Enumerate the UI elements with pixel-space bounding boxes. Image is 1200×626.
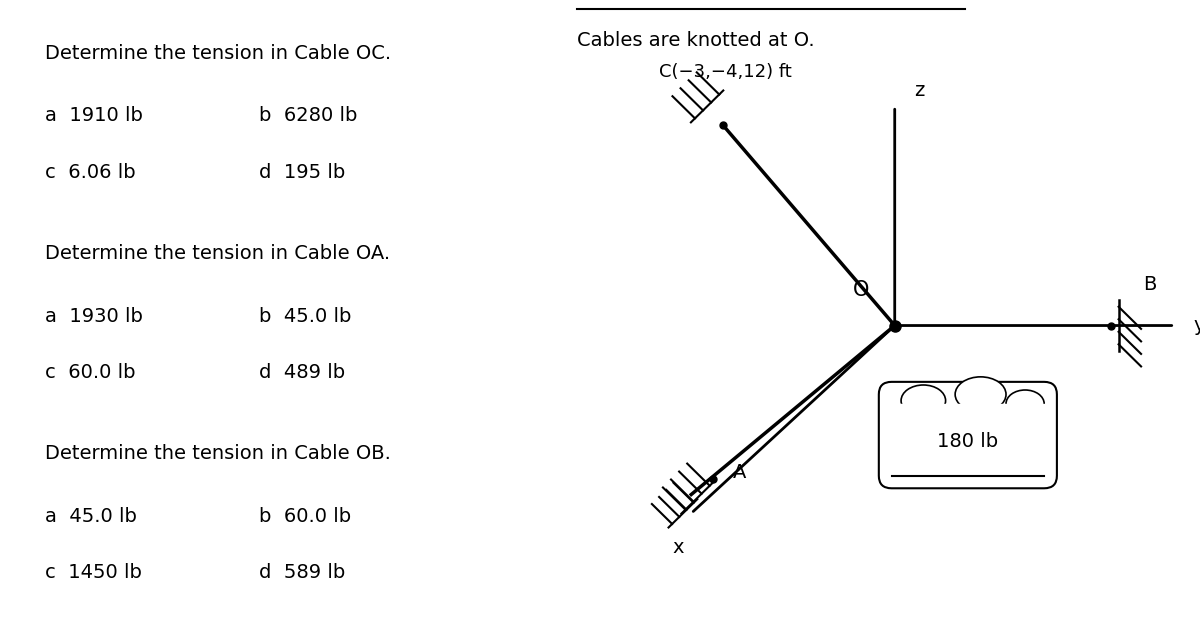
Text: c  1450 lb: c 1450 lb <box>46 563 142 582</box>
Text: b  60.0 lb: b 60.0 lb <box>259 507 352 526</box>
FancyBboxPatch shape <box>878 382 1057 488</box>
FancyBboxPatch shape <box>882 404 1054 485</box>
Text: C(−3,−4,12) ft: C(−3,−4,12) ft <box>660 63 792 81</box>
Text: c  6.06 lb: c 6.06 lb <box>46 163 136 182</box>
Text: O: O <box>853 280 869 300</box>
Text: a  1930 lb: a 1930 lb <box>46 307 143 326</box>
Text: b  6280 lb: b 6280 lb <box>259 106 358 125</box>
Text: d  589 lb: d 589 lb <box>259 563 346 582</box>
Text: c  60.0 lb: c 60.0 lb <box>46 363 136 382</box>
Text: Cables are knotted at O.: Cables are knotted at O. <box>577 31 815 50</box>
Ellipse shape <box>901 385 946 416</box>
Text: a  1910 lb: a 1910 lb <box>46 106 143 125</box>
Text: x: x <box>673 538 684 557</box>
Text: z: z <box>914 81 924 100</box>
Text: Determine the tension in Cable OB.: Determine the tension in Cable OB. <box>46 444 391 463</box>
Text: a  45.0 lb: a 45.0 lb <box>46 507 137 526</box>
Text: d  489 lb: d 489 lb <box>259 363 346 382</box>
Ellipse shape <box>1006 390 1044 418</box>
Text: B: B <box>1142 275 1156 294</box>
Text: A: A <box>732 463 746 482</box>
Text: d  195 lb: d 195 lb <box>259 163 346 182</box>
Text: 180 lb: 180 lb <box>937 432 998 451</box>
Text: Determine the tension in Cable OA.: Determine the tension in Cable OA. <box>46 244 390 263</box>
Text: Determine the tension in Cable OC.: Determine the tension in Cable OC. <box>46 44 391 63</box>
Text: b  45.0 lb: b 45.0 lb <box>259 307 352 326</box>
Text: y: y <box>1194 316 1200 335</box>
Ellipse shape <box>955 377 1006 412</box>
